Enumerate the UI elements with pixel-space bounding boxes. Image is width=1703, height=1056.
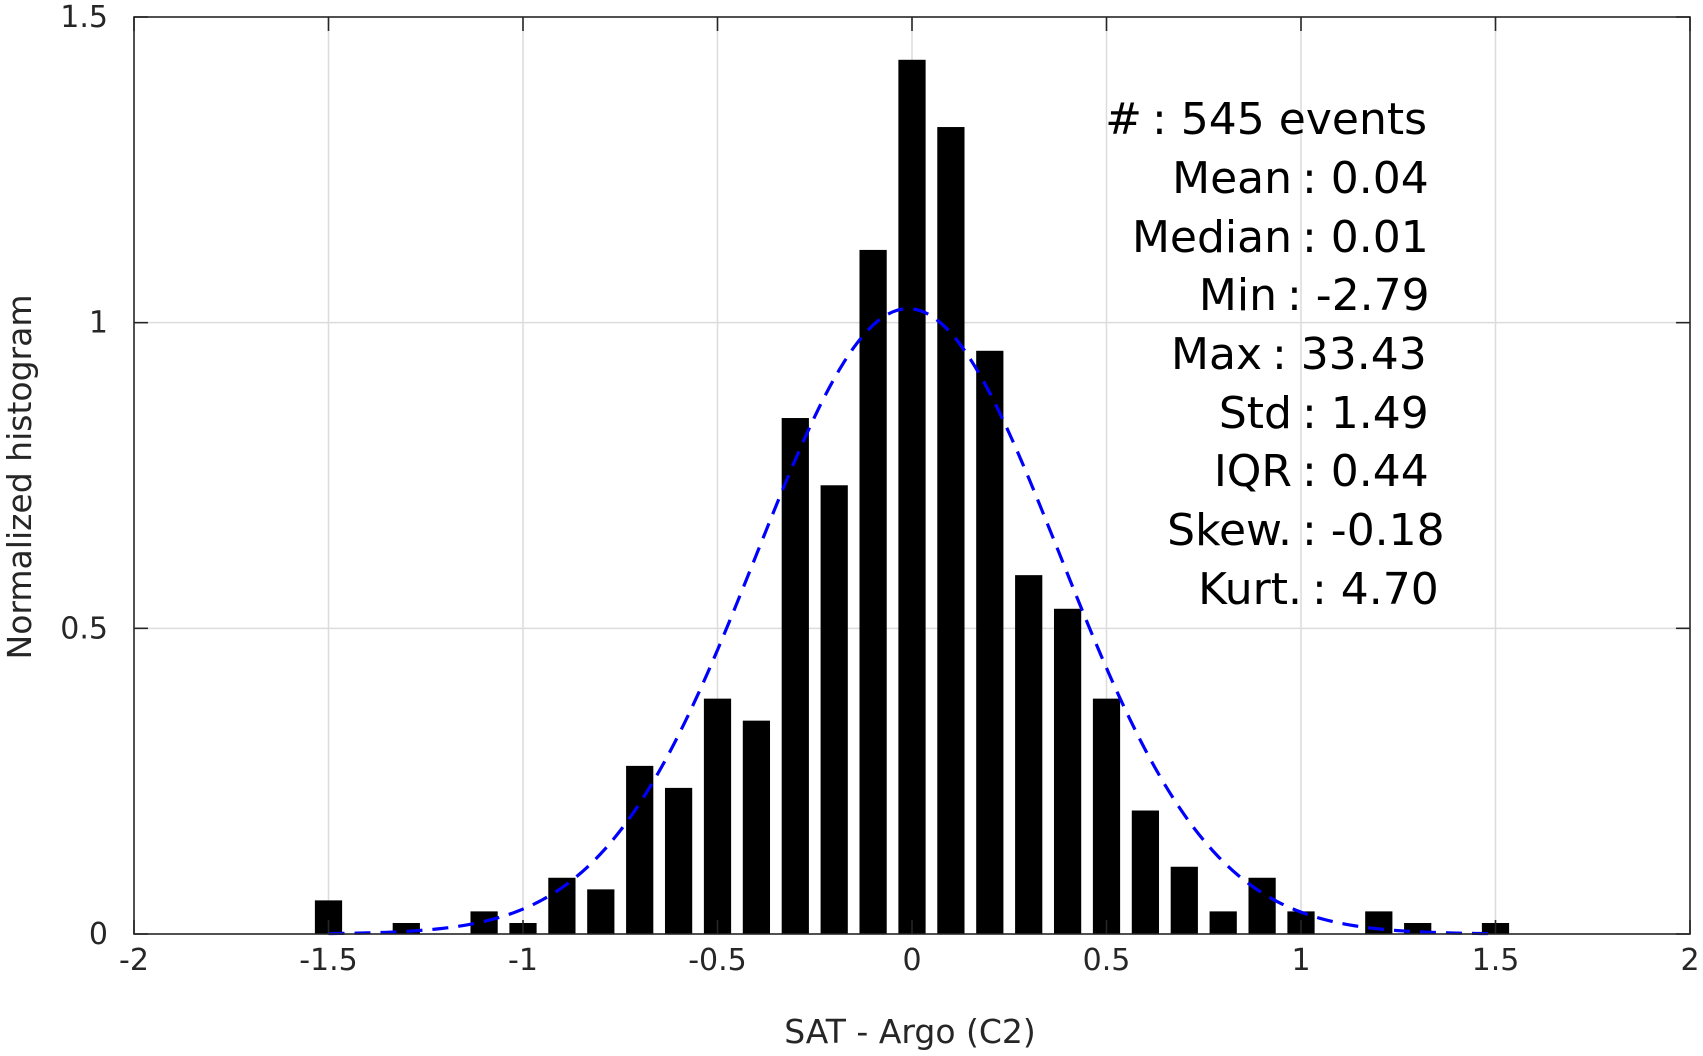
y-tick-label: 0 <box>89 917 108 952</box>
histogram-bar <box>392 922 420 934</box>
stat-label: Min <box>1199 270 1277 321</box>
histogram-bar <box>1404 922 1432 934</box>
stat-label: Max <box>1171 329 1262 380</box>
histogram-bar <box>626 765 654 934</box>
stat-label: IQR <box>1214 446 1292 497</box>
histogram-bar <box>703 698 732 934</box>
histogram-bar <box>1365 911 1393 934</box>
histogram-bar <box>937 127 965 935</box>
x-tick-label: 1 <box>1291 943 1310 978</box>
x-tick-label: 0.5 <box>1083 943 1131 978</box>
stat-value: : 0.04 <box>1302 153 1429 204</box>
x-tick-labels: -2 -1.5 -1 -0.5 0 0.5 1 1.5 2 <box>119 943 1700 978</box>
histogram-bar <box>859 249 887 935</box>
histogram-bar <box>781 418 809 934</box>
stat-label: Median <box>1132 212 1292 263</box>
x-tick-label: 1.5 <box>1472 943 1520 978</box>
x-tick-label: 0 <box>902 943 921 978</box>
stat-value: : -2.79 <box>1287 270 1430 321</box>
stat-value: : 545 events <box>1152 94 1427 145</box>
histogram-bar <box>1092 698 1121 934</box>
stat-value: : -0.18 <box>1302 505 1445 556</box>
x-tick-label: -1 <box>508 943 538 978</box>
histogram-bar <box>1053 608 1082 934</box>
y-tick-label: 0.5 <box>60 611 108 646</box>
y-tick-label: 1 <box>89 306 108 341</box>
x-tick-label: -2 <box>119 943 149 978</box>
gaussian-fit-line <box>328 307 1496 936</box>
histogram-bar <box>742 720 771 934</box>
stat-label: Skew. <box>1167 505 1292 556</box>
stat-label: # <box>1105 94 1142 145</box>
stat-value: : 33.43 <box>1272 329 1427 380</box>
stat-value: : 0.44 <box>1302 446 1429 497</box>
histogram-bar <box>1209 911 1237 934</box>
histogram-bar <box>1015 575 1043 934</box>
histogram-bar <box>898 59 926 934</box>
histogram-bar <box>664 787 693 934</box>
x-tick-label: -0.5 <box>688 943 747 978</box>
y-axis-label: Normalized histogram <box>0 295 39 660</box>
histogram-bar <box>1170 866 1198 934</box>
histogram-bar <box>1131 810 1160 934</box>
histogram-bar <box>587 889 615 934</box>
gaussian-fit <box>328 307 1496 936</box>
y-tick-labels: 0 0.5 1 1.5 <box>60 0 108 952</box>
stat-label: Kurt. <box>1198 564 1302 615</box>
histogram-bar <box>820 485 848 934</box>
stat-value: : 1.49 <box>1302 388 1429 439</box>
x-tick-label: 2 <box>1680 943 1699 978</box>
x-axis-label: SAT - Argo (C2) <box>784 1012 1036 1051</box>
histogram-bar <box>976 350 1004 935</box>
x-tick-label: -1.5 <box>299 943 358 978</box>
stat-value: : 4.70 <box>1312 564 1439 615</box>
axes <box>133 16 1691 935</box>
stat-label: Mean <box>1172 153 1292 204</box>
y-tick-label: 1.5 <box>60 0 108 35</box>
stat-label: Std <box>1219 388 1292 439</box>
stat-value: : 0.01 <box>1302 212 1429 263</box>
